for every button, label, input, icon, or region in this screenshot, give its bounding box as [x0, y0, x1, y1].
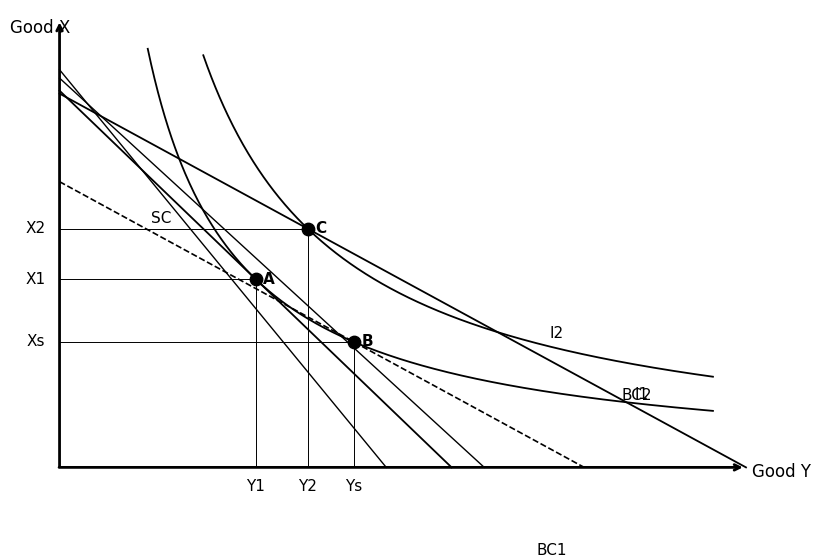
Text: BC1: BC1 — [536, 543, 566, 558]
Text: B: B — [361, 334, 373, 349]
Text: Y2: Y2 — [298, 479, 317, 494]
Text: I2: I2 — [549, 326, 563, 341]
Text: Y1: Y1 — [246, 479, 265, 494]
Text: SC: SC — [151, 210, 171, 225]
Text: A: A — [263, 272, 275, 286]
Text: Good Y: Good Y — [751, 463, 810, 480]
Text: X1: X1 — [25, 272, 45, 286]
Text: X2: X2 — [25, 222, 45, 236]
Text: Ys: Ys — [345, 479, 362, 494]
Text: I1: I1 — [634, 387, 648, 402]
Text: BC2: BC2 — [621, 388, 651, 403]
Text: C: C — [315, 222, 327, 236]
Text: Good X: Good X — [10, 19, 70, 37]
Text: Xs: Xs — [27, 334, 45, 349]
Point — [301, 224, 314, 233]
Point — [249, 275, 262, 283]
Point — [346, 338, 360, 347]
